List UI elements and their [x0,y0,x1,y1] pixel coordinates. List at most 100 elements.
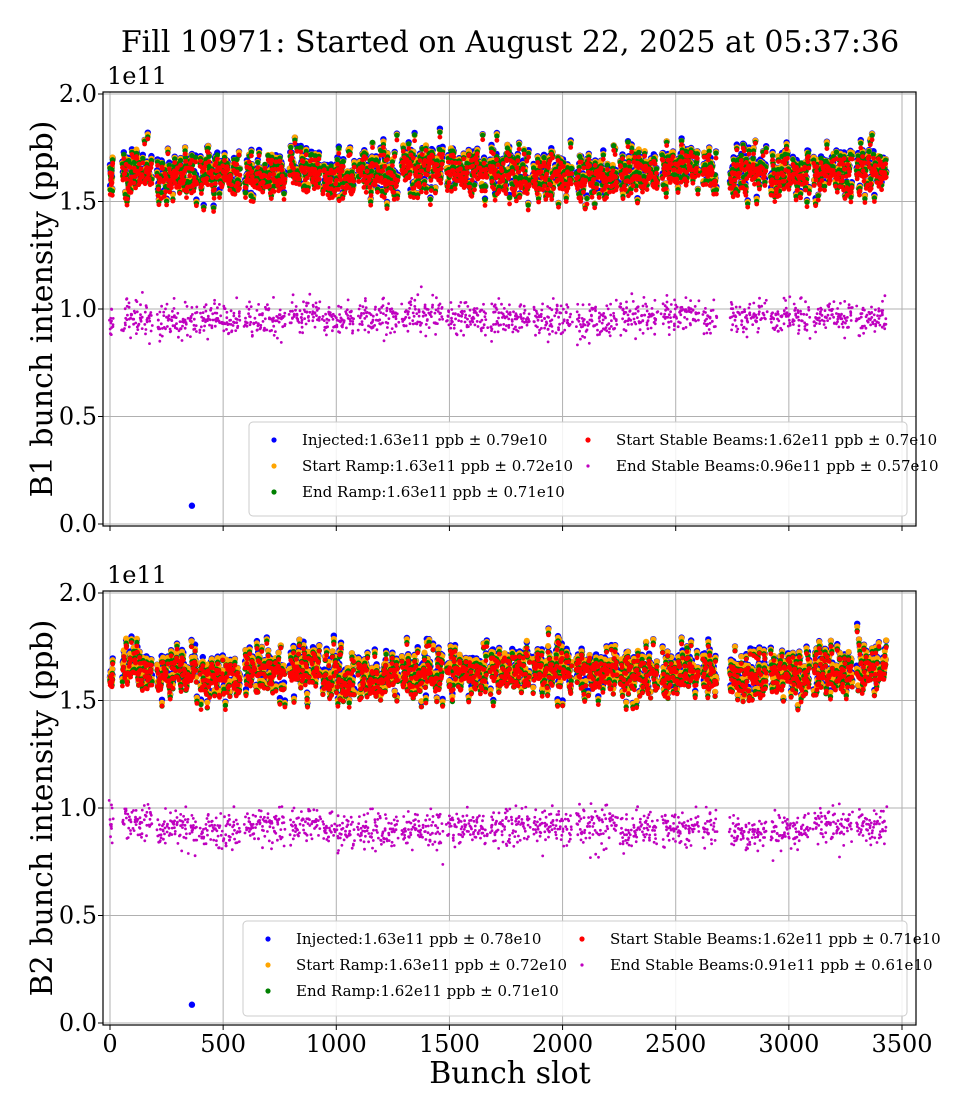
data-point [713,150,719,156]
data-point [176,184,182,190]
data-point [351,178,357,184]
data-point [437,129,443,135]
data-point [177,157,184,164]
data-point [368,193,374,198]
data-point [401,164,407,170]
data-point [315,184,321,190]
data-point [415,195,421,201]
data-point [193,159,198,165]
data-point [155,163,160,168]
data-point [288,144,294,151]
data-point [464,170,470,176]
data-point [419,189,424,195]
data-point [452,186,458,192]
data-point [109,180,115,186]
data-point [469,193,475,199]
data-point [469,177,475,183]
data-point [336,151,342,156]
data-point [122,171,128,177]
data-point [316,176,322,182]
data-point [428,178,434,183]
data-point [281,190,287,197]
data-point [212,187,217,192]
data-point [178,162,184,168]
data-point [213,181,218,187]
data-point [340,158,346,165]
data-point [482,183,489,190]
data-point [482,196,488,203]
data-point [461,156,467,162]
data-point [342,190,348,196]
data-point [209,168,215,174]
data-point [390,163,395,169]
data-point [181,177,187,183]
data-point [335,187,341,192]
data-point [169,185,174,191]
data-point [174,170,180,175]
data-point [121,151,127,158]
data-point [470,163,476,169]
data-point [338,177,343,183]
data-point [804,199,810,205]
data-point [138,166,144,172]
data-point [339,168,345,174]
data-point [467,184,472,190]
data-point [184,195,189,201]
data-point [269,157,275,163]
data-point [140,155,146,162]
data-point [249,169,255,175]
data-point [128,190,134,195]
data-point [160,166,165,171]
data-point [458,166,463,172]
data-point [183,159,189,164]
data-point [199,191,204,196]
data-point [184,188,190,194]
data-point [356,179,362,184]
data-point [140,160,146,166]
data-point [109,171,115,177]
data-point [190,166,195,172]
data-point [236,181,241,187]
data-point [211,195,217,201]
data-point [368,168,375,174]
data-point [456,160,462,166]
data-point [378,175,384,181]
data-point [568,165,575,171]
data-point [237,172,243,178]
data-point [427,196,434,203]
data-point [474,151,480,157]
data-point [292,140,298,146]
data-point [219,182,225,188]
data-point [370,145,375,150]
data-point [381,144,386,150]
data-point [412,138,417,144]
data-point [433,190,438,196]
data-point [228,175,234,181]
data-point [375,189,380,195]
data-point [172,160,178,166]
data-point [156,202,162,208]
data-point [406,141,412,147]
data-point [336,145,342,151]
data-point [384,188,389,193]
data-point [395,178,401,183]
data-point [191,188,197,194]
data-point [653,166,660,172]
data-point [506,194,513,201]
data-point [124,176,129,182]
data-point [516,141,522,148]
data-point [243,185,249,191]
data-point [161,193,167,199]
data-point [279,167,285,173]
data-point [110,160,116,166]
data-point [437,134,443,140]
data-point [368,202,374,208]
data-point [423,190,429,196]
data-point [201,207,207,213]
data-point [474,160,480,166]
data-point [815,193,821,199]
data-point [363,189,369,195]
data-point [417,183,422,189]
data-point [346,185,352,191]
data-point [225,167,231,172]
